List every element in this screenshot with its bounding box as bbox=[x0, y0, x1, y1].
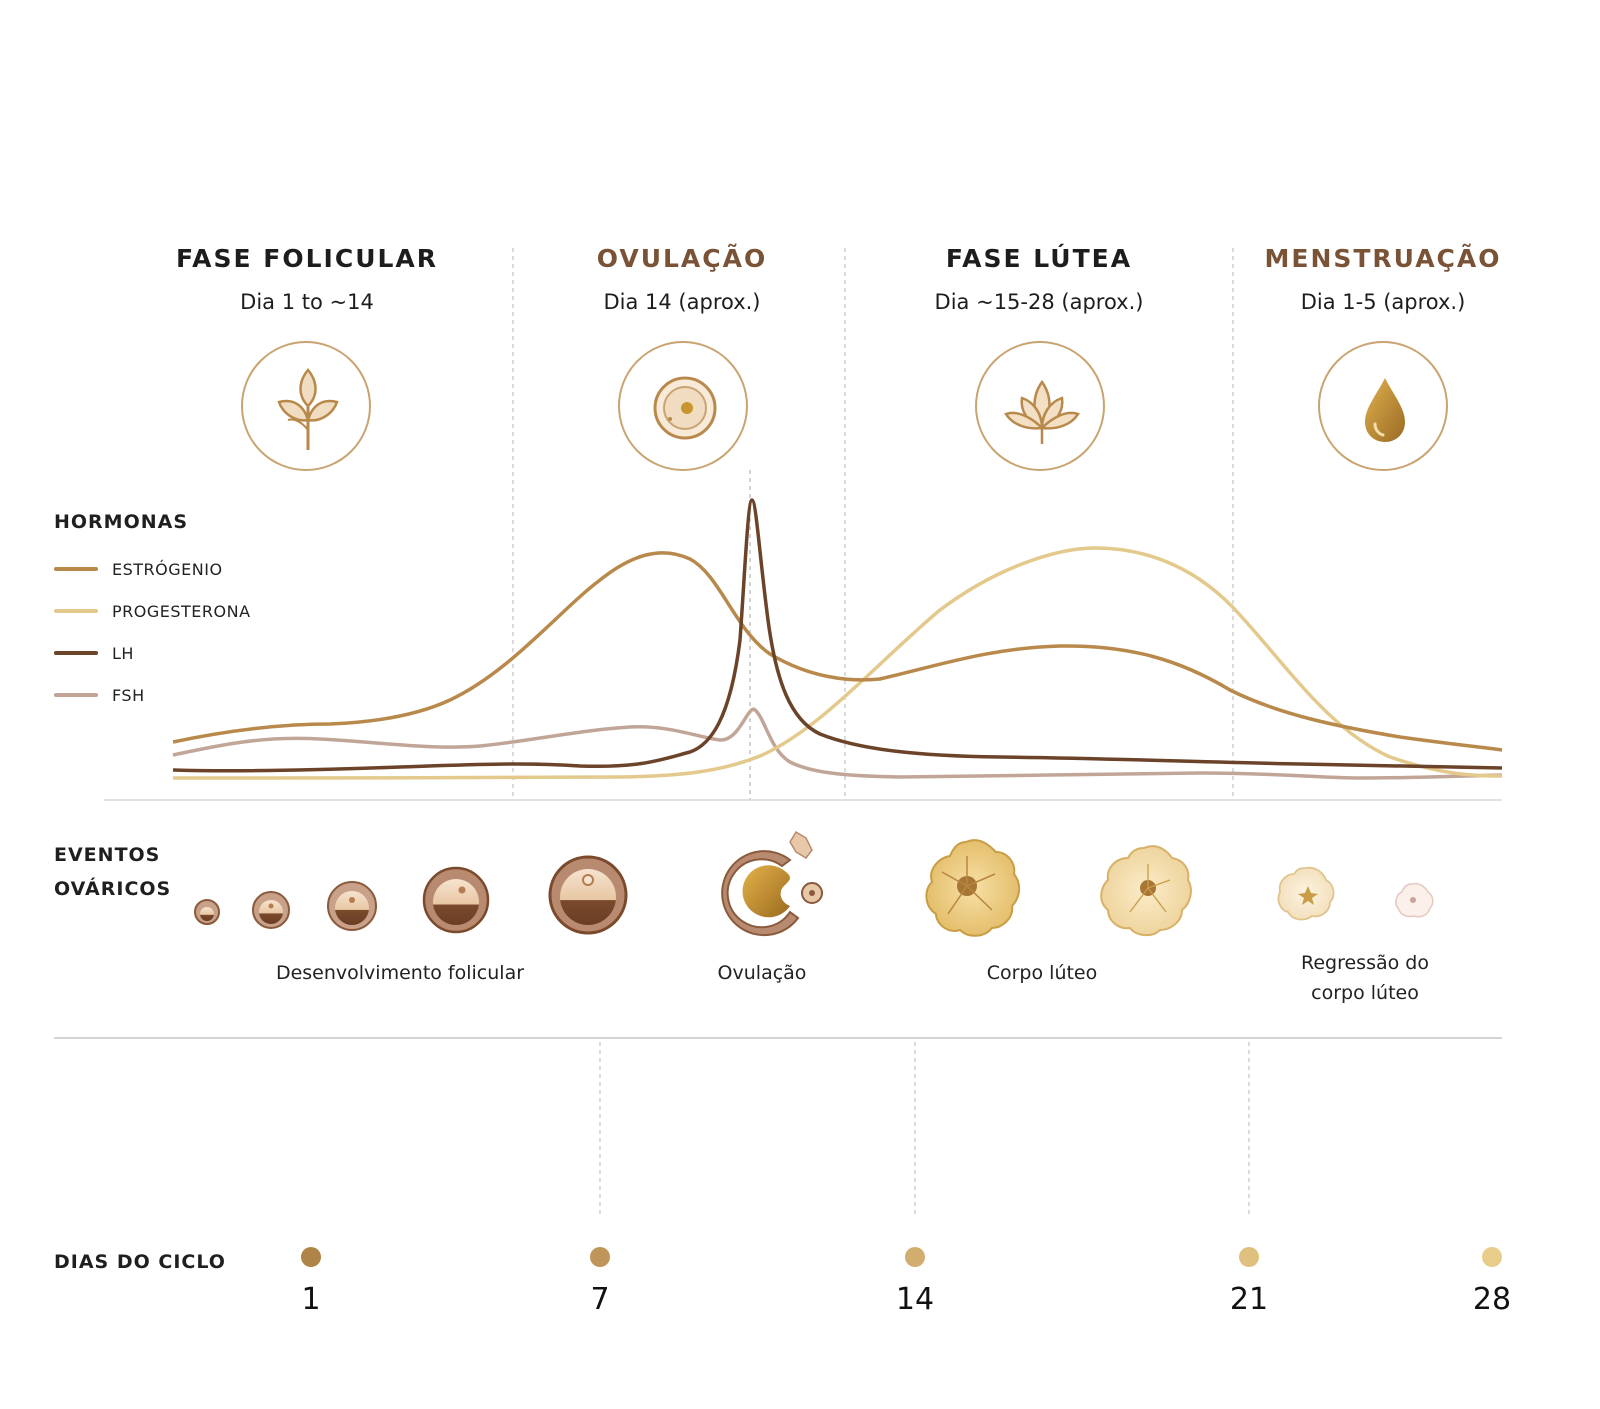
timeline-label: DIAS DO CICLO bbox=[54, 1251, 226, 1273]
drop-icon bbox=[1365, 378, 1405, 442]
growing-follicles bbox=[194, 855, 628, 935]
timeline-dot-28 bbox=[1482, 1247, 1502, 1267]
curve-progesterona bbox=[172, 546, 1503, 780]
event-label-corpo-luteo: Corpo lúteo bbox=[986, 962, 1098, 984]
phase-subtitle-menstruacao: Dia 1-5 (aprox.) bbox=[1300, 290, 1466, 314]
hormones-label: HORMONAS bbox=[54, 511, 189, 533]
legend-label: FSH bbox=[112, 685, 145, 705]
timeline-guides bbox=[54, 1037, 1502, 1215]
timeline-dot-7 bbox=[590, 1247, 610, 1267]
tick-label-28: 28 bbox=[1472, 1282, 1512, 1317]
phase-title-lutea: FASE LÚTEA bbox=[945, 244, 1133, 273]
curve-fsh bbox=[172, 707, 1503, 780]
ovarian-events-label-line1: EVENTOS bbox=[54, 844, 161, 866]
tick-label-21: 21 bbox=[1229, 1282, 1269, 1317]
legend-item-estrogenio: ESTRÓGENIO bbox=[54, 557, 223, 581]
hormone-curves bbox=[104, 248, 1503, 801]
legend-label: ESTRÓGENIO bbox=[112, 559, 223, 579]
legend-label: LH bbox=[112, 643, 134, 663]
cycle-timeline bbox=[301, 1247, 1502, 1267]
egg-cell-icon bbox=[653, 376, 717, 440]
phase-icon-folicular bbox=[241, 341, 371, 471]
legend-label: PROGESTERONA bbox=[112, 601, 251, 621]
event-label-regressao-line2: corpo lúteo bbox=[1311, 982, 1419, 1004]
legend-item-fsh: FSH bbox=[54, 683, 145, 707]
legend-swatch bbox=[54, 651, 98, 655]
phase-subtitle-folicular: Dia 1 to ~14 bbox=[240, 290, 374, 314]
corpus-luteum bbox=[925, 839, 1192, 937]
legend-item-progesterona: PROGESTERONA bbox=[54, 599, 251, 623]
corpus-luteum-regression bbox=[1277, 866, 1434, 921]
phase-title-ovulacao: OVULAÇÃO bbox=[596, 244, 768, 273]
phase-icon-ovulacao bbox=[618, 341, 748, 471]
phase-subtitle-lutea: Dia ~15-28 (aprox.) bbox=[934, 290, 1144, 314]
phase-title-folicular: FASE FOLICULAR bbox=[175, 244, 439, 273]
legend-swatch bbox=[54, 567, 98, 571]
ovarian-events-label-line2: OVÁRICOS bbox=[54, 878, 172, 900]
timeline-dot-21 bbox=[1239, 1247, 1259, 1267]
timeline-dot-14 bbox=[905, 1247, 925, 1267]
curve-estrogenio bbox=[172, 551, 1503, 752]
tick-label-7: 7 bbox=[590, 1282, 610, 1317]
phase-icon-lutea bbox=[975, 341, 1105, 471]
lotus-icon bbox=[1004, 379, 1080, 444]
ovulation-rupture bbox=[721, 830, 823, 937]
legend-swatch bbox=[54, 609, 98, 613]
event-label-ovulacao: Ovulação bbox=[717, 962, 807, 984]
event-label-regressao-line1: Regressão do bbox=[1301, 952, 1429, 974]
curve-lh bbox=[172, 498, 1503, 773]
phase-subtitle-ovulacao: Dia 14 (aprox.) bbox=[603, 290, 761, 314]
legend-swatch bbox=[54, 693, 98, 697]
legend-item-lh: LH bbox=[54, 641, 134, 665]
phase-icon-menstruacao bbox=[1318, 341, 1448, 471]
tick-label-14: 14 bbox=[895, 1282, 935, 1317]
tick-label-1: 1 bbox=[301, 1282, 321, 1317]
timeline-dot-1 bbox=[301, 1247, 321, 1267]
phase-title-menstruacao: MENSTRUAÇÃO bbox=[1264, 244, 1502, 273]
ovarian-events-illustration bbox=[194, 830, 1434, 937]
leaf-sprout-icon bbox=[277, 368, 339, 450]
event-label-desenvolvimento: Desenvolvimento folicular bbox=[275, 962, 525, 984]
